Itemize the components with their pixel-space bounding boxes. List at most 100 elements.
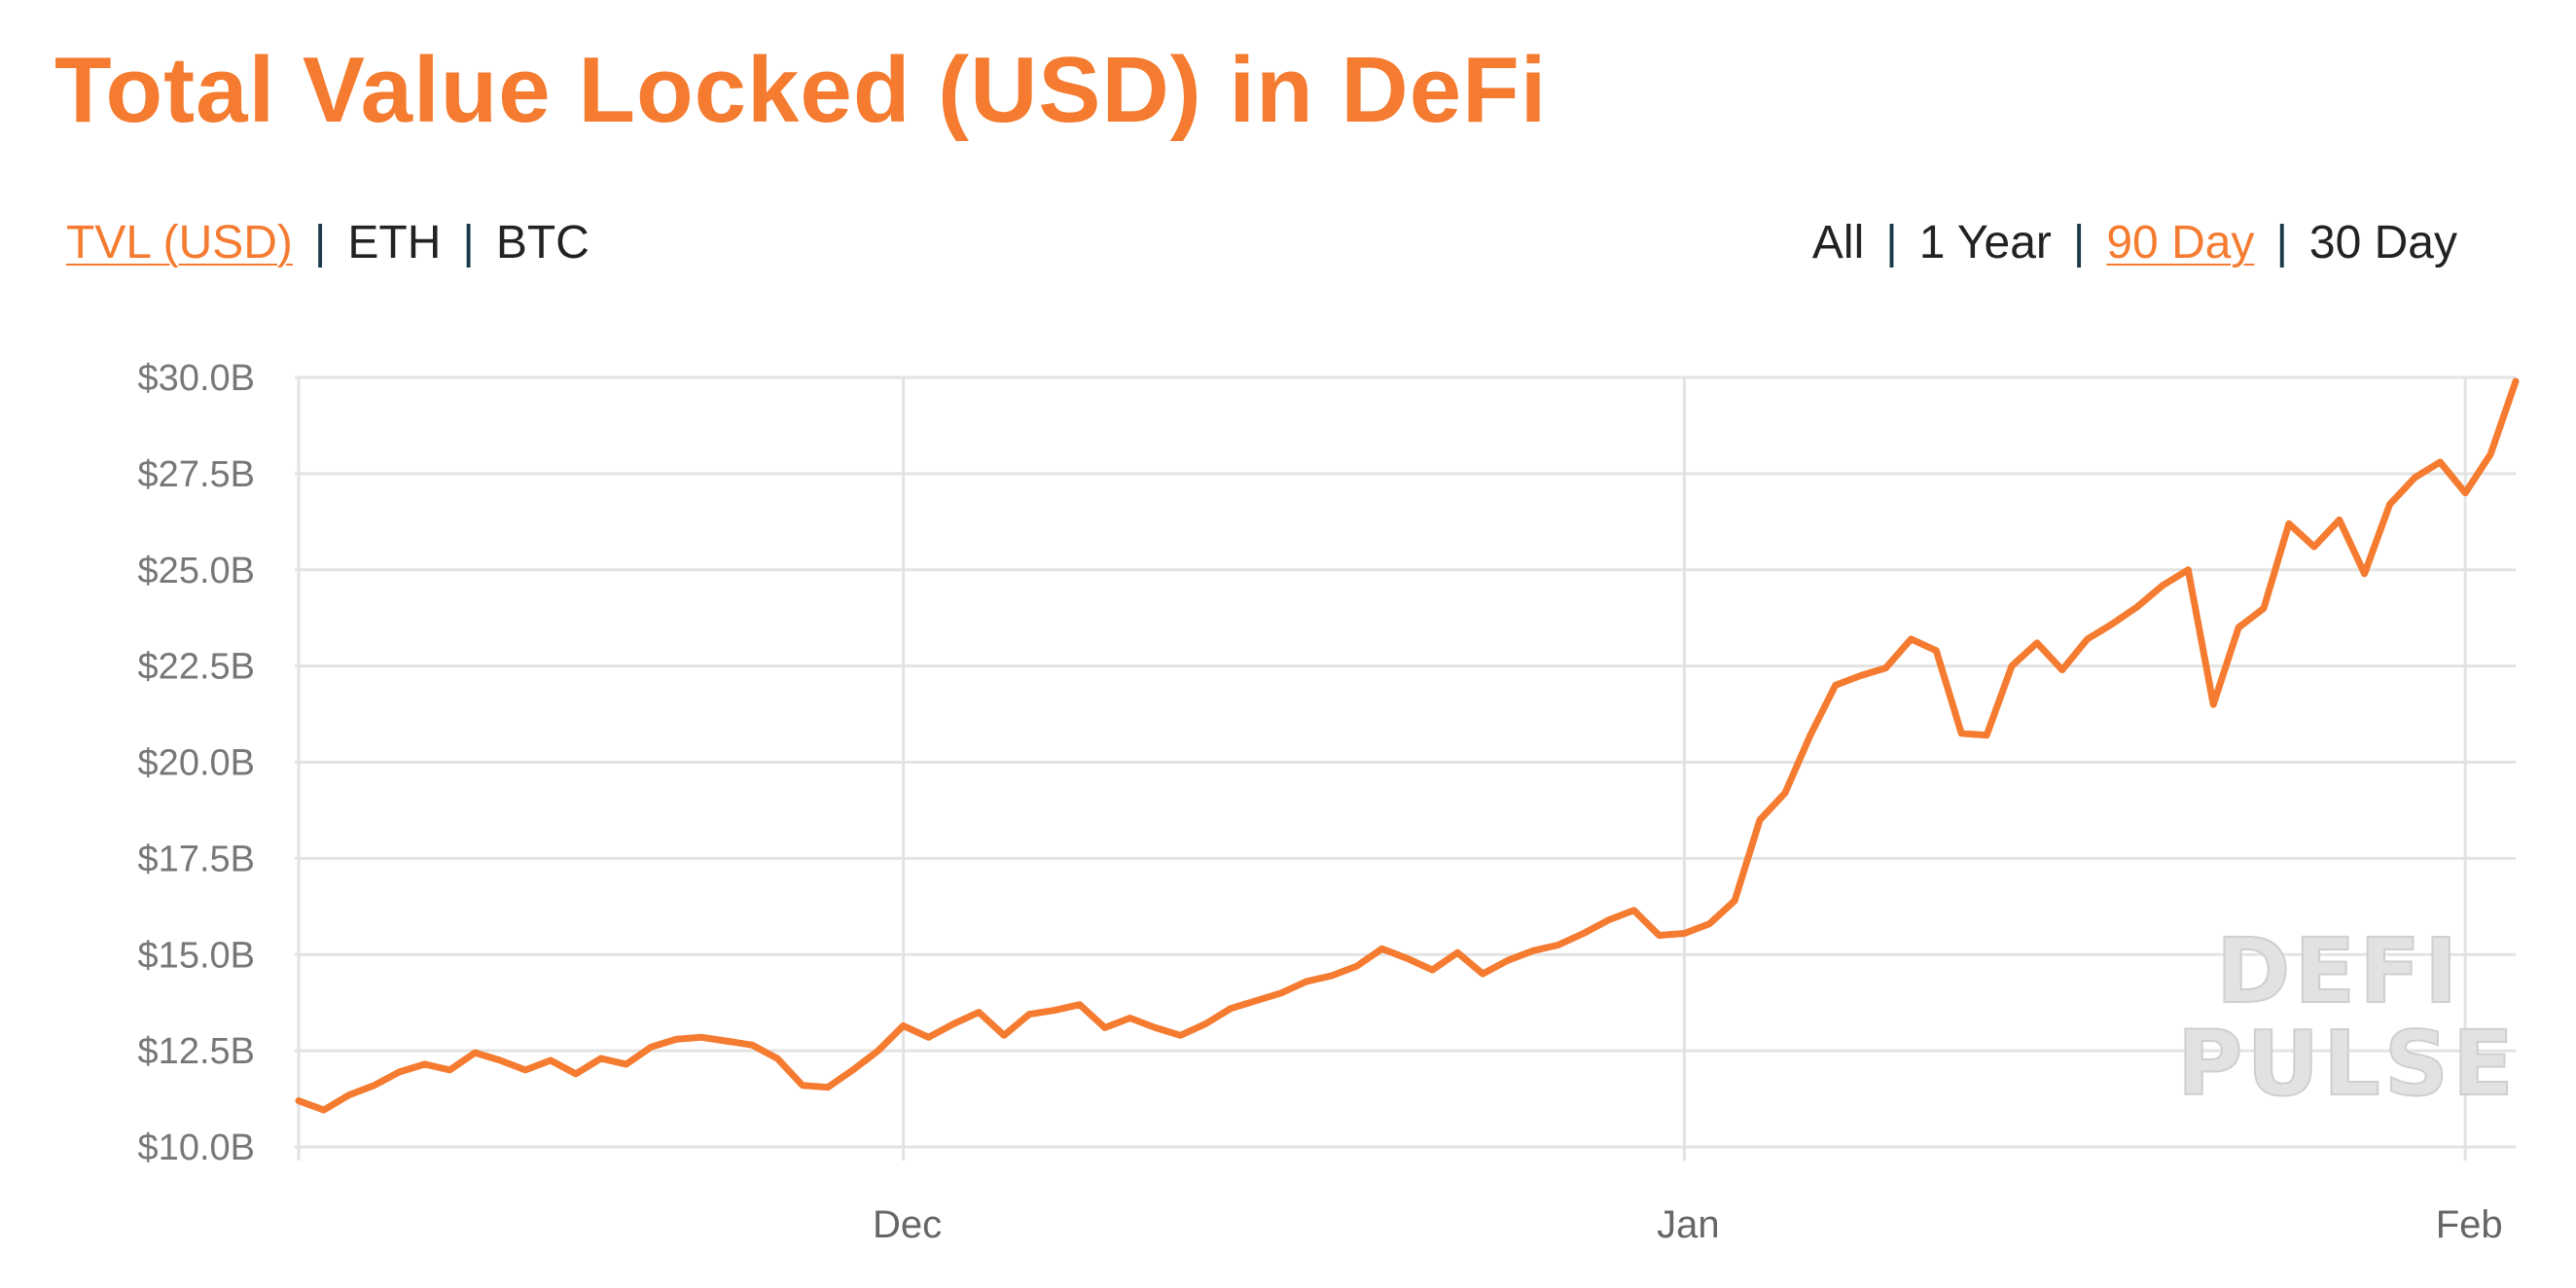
data-point [2236, 625, 2242, 631]
tab-all[interactable]: All [1811, 217, 1865, 268]
separator: | [313, 217, 327, 268]
data-point [1757, 816, 1764, 823]
data-point [2160, 582, 2166, 589]
tab-tvl-usd[interactable]: TVL (USD) [66, 217, 293, 268]
y-tick-label: $17.5B [138, 839, 255, 879]
data-point [2210, 701, 2217, 708]
tab-30-day[interactable]: 30 Day [2308, 217, 2457, 268]
data-point [698, 1034, 705, 1041]
x-tick-label: Dec [873, 1203, 942, 1246]
data-point [1656, 932, 1663, 939]
data-point [724, 1038, 731, 1045]
defi-pulse-watermark: DEFI PULSE [2176, 918, 2518, 1117]
grid [295, 376, 2516, 1161]
data-point [1378, 946, 1385, 952]
separator: | [2275, 217, 2288, 268]
watermark-line-1: DEFI [2216, 919, 2461, 1023]
data-point [472, 1050, 479, 1056]
tab-btc[interactable]: BTC [495, 217, 590, 268]
y-tick-label: $30.0B [138, 358, 255, 399]
data-point [1681, 930, 1688, 937]
data-point [950, 1020, 957, 1027]
data-point [749, 1042, 756, 1049]
data-point [1781, 790, 1788, 797]
y-tick-label: $22.5B [138, 647, 255, 688]
data-point [1177, 1032, 1184, 1039]
data-point [1328, 973, 1335, 980]
data-point [976, 1009, 983, 1016]
data-point [1529, 948, 1536, 954]
data-point [849, 1066, 856, 1073]
data-point [1278, 989, 1285, 996]
data-point [2513, 377, 2519, 384]
data-point [2185, 566, 2192, 573]
data-point [2361, 570, 2368, 577]
separator: | [2072, 217, 2086, 268]
metric-tabs: TVL (USD) | ETH | BTC [66, 216, 590, 269]
tab-eth[interactable]: ETH [347, 217, 442, 268]
data-point [1353, 963, 1360, 970]
data-point [1630, 907, 1637, 913]
data-point [1984, 732, 1990, 738]
data-point [925, 1034, 932, 1041]
y-tick-label: $10.0B [138, 1127, 255, 1168]
data-point [900, 1022, 907, 1029]
tab-90-day[interactable]: 90 Day [2106, 217, 2255, 268]
data-point [296, 1097, 302, 1104]
data-point [320, 1107, 327, 1114]
data-point [774, 1055, 781, 1062]
data-point [1026, 1011, 1033, 1018]
data-point [421, 1060, 428, 1067]
data-point [547, 1057, 554, 1064]
data-point [1202, 1020, 1209, 1027]
watermark-line-2: PULSE [2177, 1012, 2518, 1116]
data-point [396, 1068, 403, 1075]
data-point [2261, 605, 2268, 612]
data-point [2336, 517, 2343, 523]
data-point [799, 1082, 805, 1089]
tvl-series-line [295, 377, 2520, 1114]
range-tabs: All | 1 Year | 90 Day | 30 Day [1812, 216, 2457, 269]
data-point [2462, 489, 2469, 496]
data-point [1101, 1024, 1108, 1031]
x-axis: Dec Jan Feb [873, 1203, 2503, 1246]
data-point [597, 1055, 604, 1062]
data-point [1933, 647, 1940, 654]
y-tick-label: $20.0B [138, 743, 255, 784]
data-point [447, 1066, 453, 1073]
separator: | [462, 217, 475, 268]
data-point [497, 1057, 504, 1064]
y-tick-label: $27.5B [138, 454, 255, 495]
data-point [1404, 955, 1411, 962]
data-point [648, 1044, 655, 1051]
data-point [1228, 1005, 1234, 1012]
data-point [1908, 635, 1914, 642]
data-point [522, 1066, 529, 1073]
data-point [875, 1048, 881, 1055]
data-point [2487, 451, 2494, 458]
page-title: Total Value Locked (USD) in DeFi [54, 38, 1548, 142]
data-point [1076, 1001, 1083, 1008]
series [295, 377, 2520, 1114]
data-point [1732, 897, 1738, 904]
data-point [1152, 1024, 1159, 1031]
data-point [824, 1084, 831, 1091]
y-axis: $10.0B $12.5B $15.0B $17.5B $20.0B $22.5B $25.… [138, 358, 255, 1168]
data-point [1807, 732, 1813, 738]
data-point [1051, 1007, 1057, 1014]
data-point [2386, 501, 2393, 508]
y-tick-label: $25.0B [138, 551, 255, 591]
data-point [1580, 930, 1587, 937]
data-point [1857, 672, 1864, 679]
data-point [1555, 942, 1561, 948]
tab-1-year[interactable]: 1 Year [1918, 217, 2052, 268]
data-point [1253, 997, 1260, 1004]
data-point [2084, 635, 2091, 642]
data-point [345, 1091, 352, 1098]
data-point [2109, 621, 2116, 627]
data-point [572, 1070, 579, 1077]
data-point [673, 1036, 680, 1043]
data-point [2285, 520, 2292, 527]
y-tick-label: $12.5B [138, 1031, 255, 1072]
